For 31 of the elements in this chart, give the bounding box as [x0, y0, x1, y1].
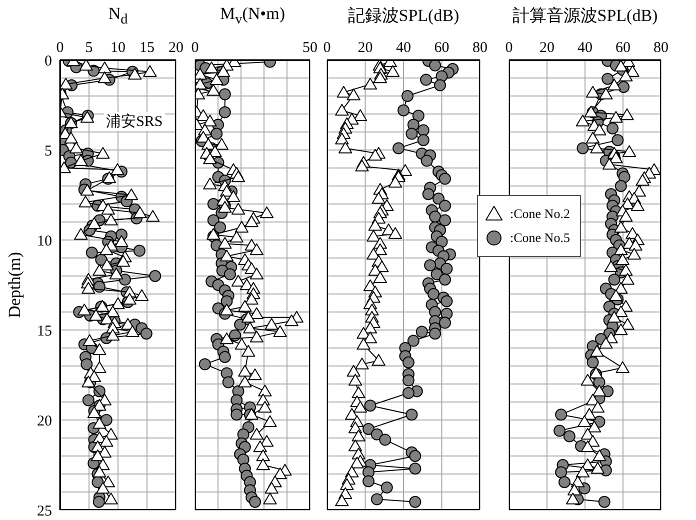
y-tick-label: 20 [37, 413, 52, 430]
annotation: 浦安SRS [104, 112, 165, 131]
x-tick-label: 20 [168, 40, 184, 56]
x-tick-label: 20 [358, 40, 373, 56]
x-tick-label: 40 [396, 40, 411, 56]
x-tick-label: 60 [616, 40, 630, 56]
x-tick-label: 60 [434, 40, 450, 56]
legend-label: :Cone No.5 [510, 230, 570, 246]
x-tick-label: 80 [654, 40, 668, 56]
x-tick-label: 0 [191, 40, 199, 56]
y-tick-label: 10 [37, 233, 52, 250]
y-tick-label: 25 [37, 503, 52, 520]
y-tick-label: 5 [44, 143, 52, 160]
x-tick-label: 15 [140, 40, 154, 56]
x-tick-label: 0 [505, 40, 513, 56]
x-tick-label: 0 [56, 40, 64, 56]
y-tick-label: 0 [44, 53, 52, 70]
x-tick-label: 40 [578, 40, 592, 56]
x-tick-label: 80 [472, 40, 488, 56]
x-tick-label: 50 [302, 40, 318, 56]
legend-label: :Cone No.2 [510, 206, 570, 222]
chart-title: N$_{d}$ [108, 4, 128, 28]
x-tick-label: 5 [85, 40, 93, 56]
chart-title: M$_{v}$(N•m) [220, 4, 285, 28]
y-tick-label: 15 [37, 323, 52, 340]
x-tick-label: 10 [110, 40, 126, 56]
x-tick-label: 20 [540, 40, 554, 56]
chart-title: 計算音源波SPL(dB) [512, 5, 658, 27]
chart-title: 記録波SPL(dB) [348, 5, 460, 27]
x-tick-label: 0 [323, 40, 331, 56]
y-axis-title: Depth(m) [5, 252, 24, 318]
